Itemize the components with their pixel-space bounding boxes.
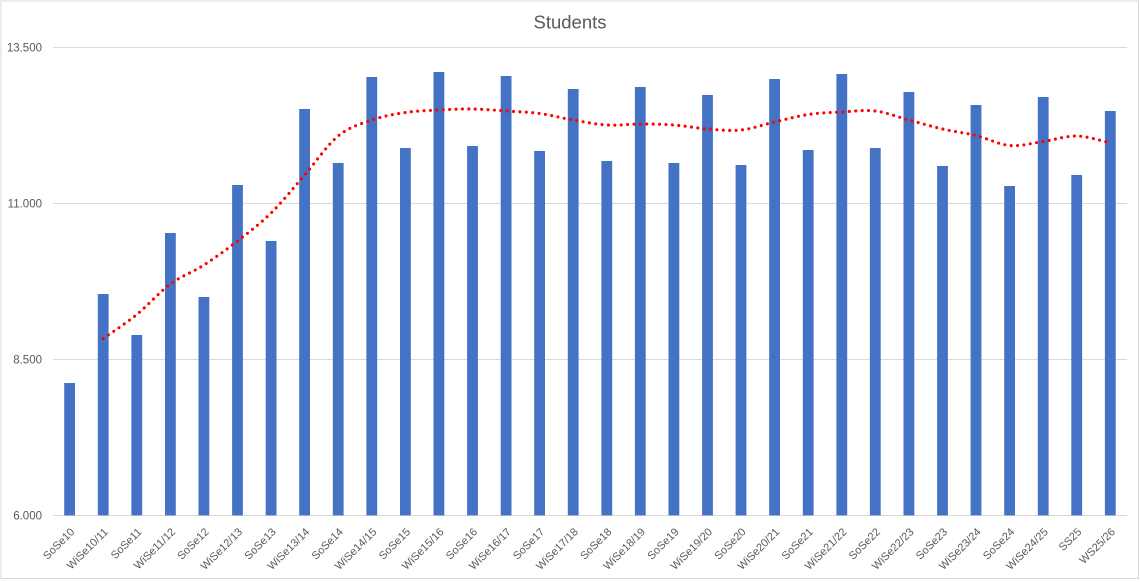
svg-text:8.500: 8.500 bbox=[13, 355, 42, 367]
svg-text:13.500: 13.500 bbox=[7, 43, 42, 55]
svg-text:Students: Students bbox=[533, 12, 606, 33]
svg-text:11.000: 11.000 bbox=[8, 199, 42, 211]
svg-text:6.000: 6.000 bbox=[13, 511, 42, 523]
